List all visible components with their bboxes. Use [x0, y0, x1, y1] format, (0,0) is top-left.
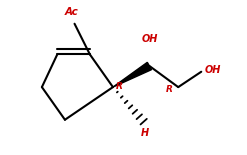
Polygon shape [113, 62, 152, 87]
Text: OH: OH [204, 65, 221, 75]
Text: R: R [116, 82, 123, 91]
Text: R: R [166, 85, 173, 94]
Text: OH: OH [141, 34, 158, 44]
Text: Ac: Ac [65, 7, 79, 17]
Text: H: H [141, 128, 149, 138]
